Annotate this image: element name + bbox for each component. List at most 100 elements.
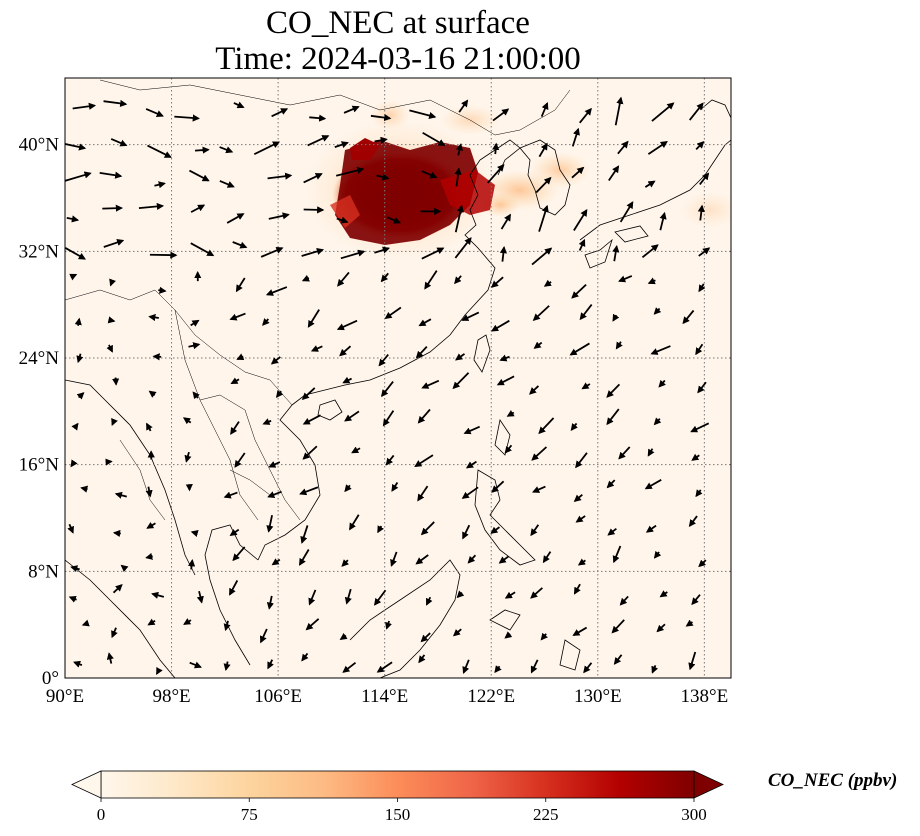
wind-arrow <box>418 318 432 327</box>
wind-arrow <box>538 417 555 435</box>
wind-arrow <box>378 353 389 367</box>
wind-arrow <box>267 490 282 499</box>
wind-arrow <box>106 344 113 353</box>
wind-arrow <box>349 514 360 531</box>
wind-arrow <box>187 559 196 570</box>
wind-arrow <box>504 631 513 639</box>
wind-arrow <box>337 271 350 287</box>
wind-arrow <box>145 552 154 560</box>
wind-arrow <box>76 353 84 364</box>
wind-arrow <box>232 241 248 249</box>
colorbar-extend-high <box>693 770 724 799</box>
wind-arrow <box>351 446 361 454</box>
wind-arrow <box>147 618 156 626</box>
wind-arrow <box>226 213 245 224</box>
wind-arrow <box>189 661 202 669</box>
wind-arrow <box>112 377 120 386</box>
wind-arrow <box>496 375 515 386</box>
wind-arrow <box>577 558 586 566</box>
lat-tick-label: 0° <box>42 668 59 689</box>
wind-arrow <box>612 244 620 262</box>
wind-arrow <box>454 204 464 233</box>
wind-arrow <box>417 408 431 424</box>
wind-arrow <box>310 345 323 352</box>
wind-arrow <box>228 580 239 596</box>
wind-arrow <box>156 666 163 676</box>
wind-arrow <box>65 247 86 260</box>
wind-arrow <box>374 136 388 144</box>
wind-arrow <box>259 628 268 644</box>
wind-arrow <box>223 661 231 672</box>
wind-arrow <box>425 596 433 606</box>
wind-arrow <box>417 485 429 502</box>
wind-arrow <box>194 146 210 154</box>
wind-arrow <box>651 102 675 122</box>
wind-arrow <box>421 379 440 389</box>
wind-arrow <box>298 549 310 566</box>
wind-arrow <box>415 345 428 359</box>
wind-arrow <box>619 595 629 606</box>
wind-arrow <box>699 172 710 186</box>
wind-arrow <box>70 565 80 573</box>
wind-arrow <box>530 659 539 674</box>
wind-arrow <box>109 278 117 287</box>
wind-arrow <box>307 309 320 328</box>
wind-arrow <box>102 204 124 212</box>
wind-arrow <box>415 554 429 565</box>
wind-arrow <box>73 660 83 668</box>
wind-arrow <box>158 286 167 294</box>
wind-arrow <box>414 454 434 468</box>
country-borders <box>65 79 571 521</box>
wind-arrow <box>530 587 543 599</box>
wind-arrow <box>490 526 500 534</box>
wind-arrow <box>569 342 590 356</box>
colorbar-tick-label: 0 <box>96 805 106 824</box>
wind-arrow <box>490 276 504 288</box>
wind-arrow <box>145 486 153 498</box>
wind-arrow <box>266 595 274 610</box>
wind-arrow <box>146 422 153 432</box>
wind-arrow <box>236 353 245 360</box>
wind-arrow <box>334 141 349 149</box>
wind-arrow <box>340 249 366 260</box>
wind-arrow <box>617 140 629 155</box>
wind-arrow <box>532 305 550 321</box>
wind-arrow <box>688 515 698 527</box>
wind-arrow <box>644 180 656 188</box>
map-frame <box>64 77 732 679</box>
wind-arrow <box>265 286 288 296</box>
wind-arrow <box>454 237 472 259</box>
wind-arrow <box>454 167 462 187</box>
wind-arrow <box>111 627 118 639</box>
wind-arrow <box>376 661 393 673</box>
wind-arrow <box>506 409 515 417</box>
lat-tick-label: 16°N <box>19 455 60 476</box>
wind-arrow <box>114 491 127 499</box>
wind-arrow <box>262 318 270 326</box>
wind-arrow <box>682 309 695 325</box>
wind-arrow <box>685 619 694 627</box>
wind-arrow <box>385 620 392 630</box>
wind-arrow <box>690 422 710 433</box>
wind-arrow <box>607 527 617 536</box>
wind-arrow <box>540 101 549 117</box>
wind-arrow <box>70 459 78 468</box>
wind-arrow <box>190 529 199 537</box>
wind-arrow <box>342 376 353 384</box>
wind-arrow <box>575 515 586 523</box>
wind-arrow <box>229 528 240 536</box>
lat-tick-label: 24°N <box>19 348 60 369</box>
wind-arrow <box>223 620 231 632</box>
wind-arrow <box>390 551 398 567</box>
wind-arrow <box>504 591 516 599</box>
wind-arrow <box>384 306 402 320</box>
wind-arrow <box>540 632 548 641</box>
wind-arrow <box>529 385 540 395</box>
wind-arrow <box>455 353 466 361</box>
wind-arrow <box>107 316 116 324</box>
colorbar-tick-label: 300 <box>681 805 707 824</box>
wind-arrow <box>579 303 593 321</box>
wind-arrow <box>230 421 240 435</box>
wind-arrow <box>151 591 165 599</box>
colorbar-tick-label: 150 <box>384 805 411 824</box>
